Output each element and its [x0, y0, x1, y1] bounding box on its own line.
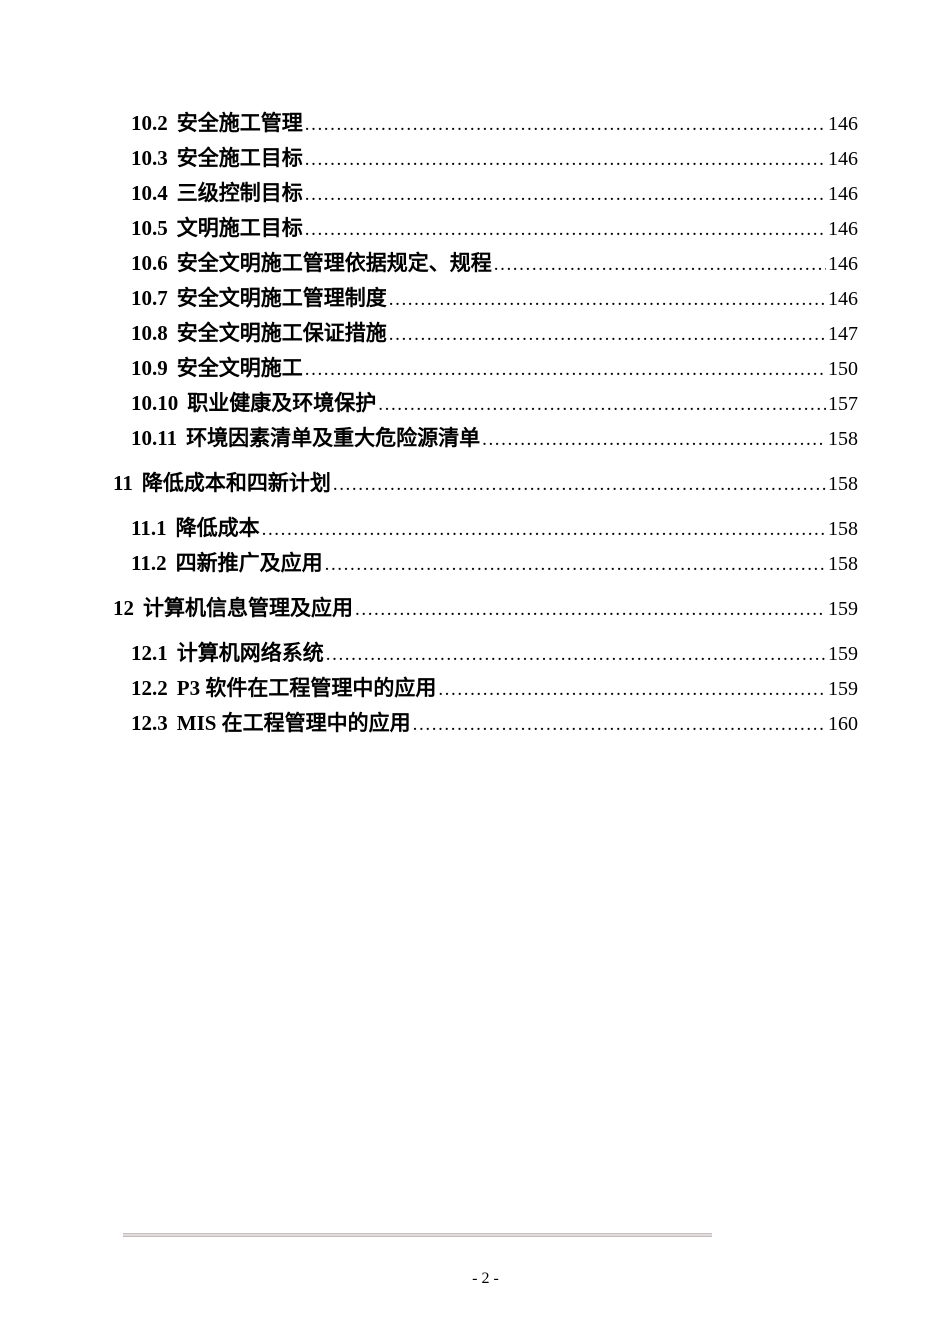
- toc-entry-title: 安全施工目标: [176, 146, 303, 170]
- toc-entry[interactable]: 10.3 安全施工目标 ............................…: [113, 141, 858, 176]
- toc-entry[interactable]: 10.5 文明施工目标 ............................…: [113, 211, 858, 246]
- toc-entry-title: 职业健康及环境保护: [187, 391, 377, 415]
- toc-entry[interactable]: 12 计算机信息管理及应用 ..........................…: [113, 591, 858, 626]
- toc-entry-page: 146: [828, 218, 858, 240]
- toc-entry-number: 10.9: [131, 356, 168, 380]
- toc-entry-title: 文明施工目标: [176, 216, 303, 240]
- toc-dot-leader: ........................................…: [438, 679, 826, 700]
- toc-entry-page: 158: [828, 518, 858, 540]
- toc-dot-leader: ........................................…: [261, 519, 826, 540]
- toc-entry[interactable]: 12.2 P3 软件在工程管理中的应用 ....................…: [113, 671, 858, 706]
- toc-entry-number: 10.2: [131, 111, 168, 135]
- toc-entry-title: P3 软件在工程管理中的应用: [176, 676, 437, 700]
- toc-entry-title: 计算机网络系统: [176, 641, 324, 665]
- toc-entry-number: 12.1: [131, 641, 168, 665]
- page-number: - 2 -: [472, 1270, 499, 1287]
- toc-entry-number: 10.6: [131, 251, 168, 275]
- toc-entry-page: 157: [828, 393, 858, 415]
- toc-entry-title: 计算机信息管理及应用: [143, 596, 353, 620]
- toc-entry[interactable]: 10.2 安全施工管理 ............................…: [113, 106, 858, 141]
- toc-dot-leader: ........................................…: [304, 114, 826, 135]
- toc-entry-title: 四新推广及应用: [175, 551, 323, 575]
- toc-list: 10.2 安全施工管理 ............................…: [113, 106, 858, 741]
- toc-entry-number: 10.3: [131, 146, 168, 170]
- toc-entry-number: 12: [113, 596, 134, 620]
- toc-entry-title: 降低成本和四新计划: [141, 471, 331, 495]
- toc-entry-title: 环境因素清单及重大危险源清单: [186, 426, 481, 450]
- toc-entry-title: 安全文明施工: [176, 356, 303, 380]
- toc-dot-leader: ........................................…: [388, 289, 826, 310]
- toc-entry-number: 11: [113, 471, 133, 495]
- toc-entry-number: 10.4: [131, 181, 168, 205]
- toc-entry-number: 10.10: [131, 391, 179, 415]
- toc-entry-page: 146: [828, 148, 858, 170]
- toc-entry[interactable]: 10.8 安全文明施工保证措施 ........................…: [113, 316, 858, 351]
- toc-entry-number: 12.2: [131, 676, 168, 700]
- toc-entry-page: 146: [828, 113, 858, 135]
- toc-entry[interactable]: 10.10 职业健康及环境保护 ........................…: [113, 386, 858, 421]
- toc-dot-leader: ........................................…: [412, 714, 826, 735]
- toc-entry-page: 150: [828, 358, 858, 380]
- toc-entry-title: 降低成本: [175, 516, 260, 540]
- toc-entry-number: 10.5: [131, 216, 168, 240]
- toc-entry-page: 147: [828, 323, 858, 345]
- footer-rule: [123, 1233, 712, 1237]
- toc-entry[interactable]: 10.4 三级控制目标 ............................…: [113, 176, 858, 211]
- toc-entry[interactable]: 10.7 安全文明施工管理制度 ........................…: [113, 281, 858, 316]
- toc-entry-title: 三级控制目标: [176, 181, 303, 205]
- toc-entry-page: 158: [828, 428, 858, 450]
- toc-dot-leader: ........................................…: [304, 184, 826, 205]
- toc-entry-page: 160: [828, 713, 858, 735]
- toc-dot-leader: ........................................…: [332, 474, 826, 495]
- toc-entry-page: 158: [828, 553, 858, 575]
- toc-entry[interactable]: 11.1 降低成本 ..............................…: [113, 511, 858, 546]
- toc-entry[interactable]: 10.9 安全文明施工 ............................…: [113, 351, 858, 386]
- toc-entry[interactable]: 10.11 环境因素清单及重大危险源清单 ...................…: [113, 421, 858, 456]
- toc-entry-number: 12.3: [131, 711, 168, 735]
- toc-entry-number: 10.7: [131, 286, 168, 310]
- toc-dot-leader: ........................................…: [324, 554, 826, 575]
- toc-entry[interactable]: 12.3 MIS 在工程管理中的应用 .....................…: [113, 706, 858, 741]
- toc-entry-page: 159: [828, 643, 858, 665]
- toc-entry[interactable]: 12.1 计算机网络系统 ...........................…: [113, 636, 858, 671]
- toc-entry-title: 安全文明施工保证措施: [176, 321, 387, 345]
- toc-entry[interactable]: 10.6 安全文明施工管理依据规定、规程 ...................…: [113, 246, 858, 281]
- toc-entry-page: 159: [828, 678, 858, 700]
- toc-entry-title: 安全施工管理: [176, 111, 303, 135]
- toc-entry-title: 安全文明施工管理依据规定、规程: [176, 251, 492, 275]
- toc-entry-page: 146: [828, 183, 858, 205]
- toc-entry-page: 158: [828, 473, 858, 495]
- toc-entry-page: 146: [828, 253, 858, 275]
- toc-entry-title: 安全文明施工管理制度: [176, 286, 387, 310]
- toc-entry[interactable]: 11 降低成本和四新计划 ...........................…: [113, 466, 858, 501]
- toc-entry-page: 159: [828, 598, 858, 620]
- toc-dot-leader: ........................................…: [378, 394, 826, 415]
- toc-entry-number: 11.2: [131, 551, 167, 575]
- toc-dot-leader: ........................................…: [304, 219, 826, 240]
- toc-dot-leader: ........................................…: [388, 324, 826, 345]
- toc-dot-leader: ........................................…: [325, 644, 826, 665]
- toc-entry-number: 10.8: [131, 321, 168, 345]
- toc-entry[interactable]: 11.2 四新推广及应用 ...........................…: [113, 546, 858, 581]
- toc-entry-number: 10.11: [131, 426, 178, 450]
- toc-dot-leader: ........................................…: [355, 599, 826, 620]
- toc-entry-number: 11.1: [131, 516, 167, 540]
- toc-dot-leader: ........................................…: [482, 429, 826, 450]
- toc-entry-title: MIS 在工程管理中的应用: [176, 711, 411, 735]
- toc-dot-leader: ........................................…: [304, 359, 826, 380]
- toc-dot-leader: ........................................…: [493, 254, 826, 275]
- toc-dot-leader: ........................................…: [304, 149, 826, 170]
- toc-entry-page: 146: [828, 288, 858, 310]
